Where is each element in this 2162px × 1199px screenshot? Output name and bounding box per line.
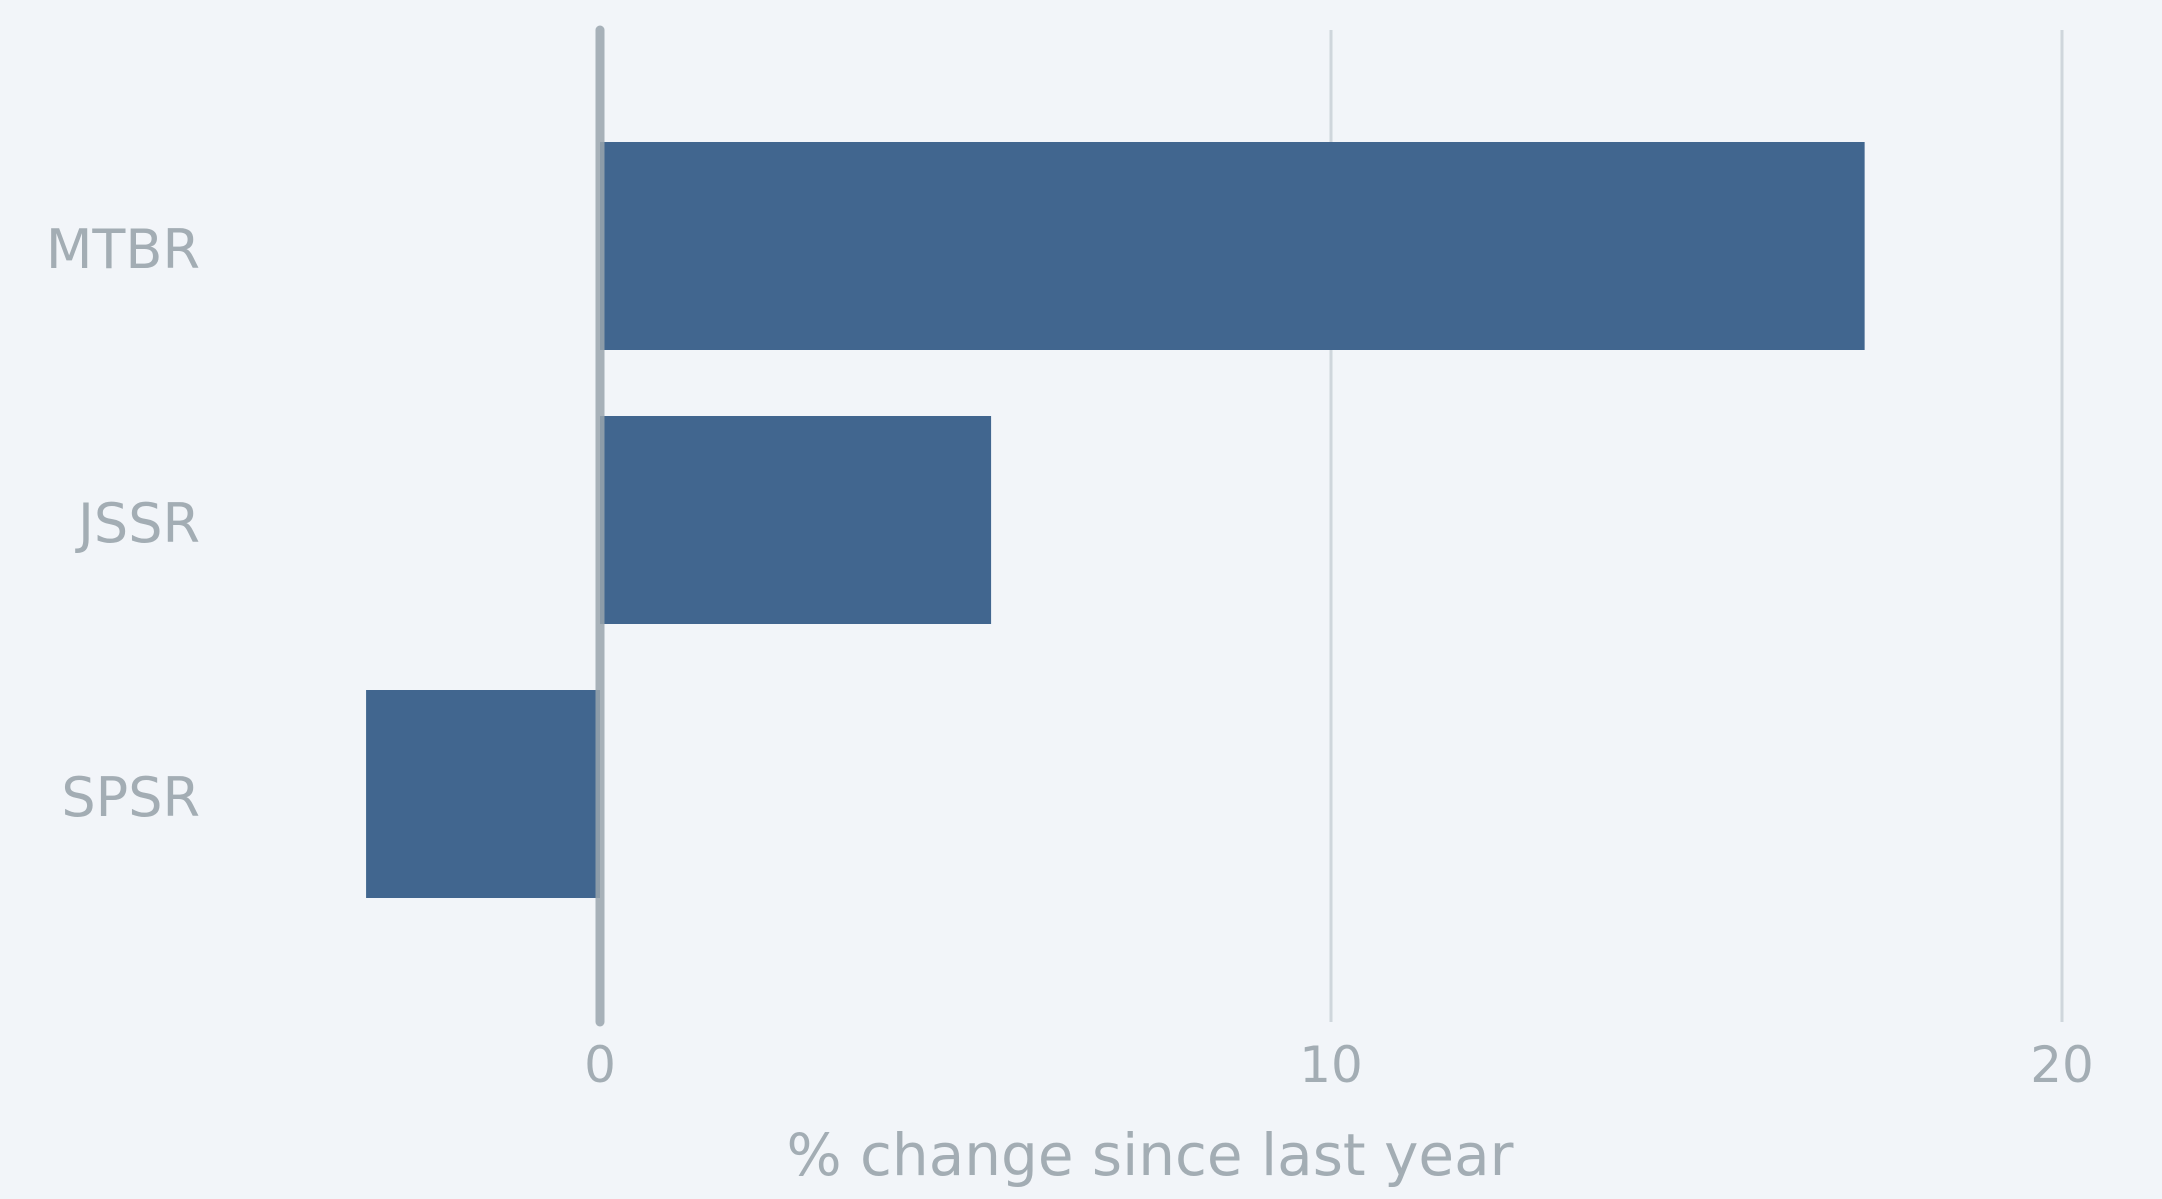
bar-jssr [600,416,992,624]
x-tick-label-20: 20 [2030,1036,2094,1094]
x-tick-labels: 0 10 20 [584,1036,2094,1094]
x-tick-label-10: 10 [1299,1036,1363,1094]
bar-spsr [366,690,600,898]
bars [366,142,1865,898]
x-tick-label-0: 0 [584,1036,616,1094]
bar-mtbr [600,142,1865,350]
y-tick-label-jssr: JSSR [75,492,200,555]
y-tick-label-mtbr: MTBR [46,218,200,281]
x-axis-title: % change since last year [787,1121,1514,1189]
y-tick-labels: MTBR JSSR SPSR [46,218,200,829]
y-tick-label-spsr: SPSR [61,766,200,829]
